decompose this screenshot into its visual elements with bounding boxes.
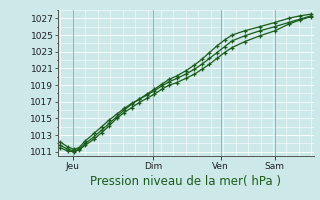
X-axis label: Pression niveau de la mer( hPa ): Pression niveau de la mer( hPa ) — [90, 175, 281, 188]
